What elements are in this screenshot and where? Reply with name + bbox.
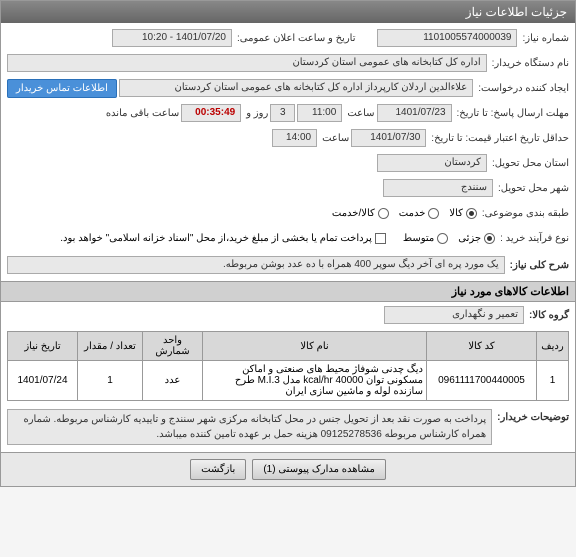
radio-dot-icon <box>428 208 439 219</box>
row-requester: ایجاد کننده درخواست: علاءالدین اردلان کا… <box>7 77 569 99</box>
row-province: استان محل تحویل: کردستان <box>7 152 569 174</box>
process-label: نوع فرآیند خرید : <box>500 233 569 244</box>
notes-text: پرداخت به صورت نقد بعد از تحویل جنس در م… <box>7 409 492 445</box>
row-process: نوع فرآیند خرید : جزئی متوسط پرداخت تمام… <box>7 227 569 249</box>
table-row[interactable]: 1 0961111700440005 دیگ چدنی شوفاژ محیط ه… <box>8 361 569 401</box>
contact-info-button[interactable]: اطلاعات تماس خریدار <box>7 79 117 98</box>
row-validity: حداقل تاریخ اعتبار قیمت: تا تاریخ: 1401/… <box>7 127 569 149</box>
cell-qty: 1 <box>78 361 143 401</box>
need-desc-text: یک مورد پره ای آخر دیگ سوپر 400 همراه با… <box>7 256 505 274</box>
row-notes: توضیحات خریدار: پرداخت به صورت نقد بعد ا… <box>1 405 575 449</box>
notes-label: توضیحات خریدار: <box>497 409 569 423</box>
radio-service[interactable]: خدمت <box>399 208 440 219</box>
header-title: جزئیات اطلاعات نیاز <box>466 5 567 19</box>
province-label: استان محل تحویل: <box>492 158 569 169</box>
row-category: طبقه بندی موضوعی: کالا خدمت کالا/خدمت <box>7 202 569 224</box>
radio-dot-icon <box>484 233 495 244</box>
panel-header: جزئیات اطلاعات نیاز <box>1 1 575 23</box>
items-subheader: اطلاعات کالاهای مورد نیاز <box>1 281 575 302</box>
col-unit: واحد شمارش <box>143 332 203 361</box>
col-qty: تعداد / مقدار <box>78 332 143 361</box>
row-need-desc: شرح کلی نیاز: یک مورد پره ای آخر دیگ سوپ… <box>1 256 575 278</box>
items-table: ردیف کد کالا نام کالا واحد شمارش تعداد /… <box>7 331 569 401</box>
radio-both[interactable]: کالا/خدمت <box>332 208 389 219</box>
details-section: شماره نیاز: 1101005574000039 تاریخ و ساع… <box>1 23 575 256</box>
city-label: شهر محل تحویل: <box>498 183 569 194</box>
cat-goods-label: کالا <box>449 208 463 219</box>
days-value: 3 <box>270 104 295 122</box>
buyer-value: اداره کل کتابخانه های عمومی استان کردستا… <box>7 54 487 72</box>
payment-note: پرداخت تمام یا بخشی از مبلغ خرید،از محل … <box>60 233 372 244</box>
main-panel: جزئیات اطلاعات نیاز شماره نیاز: 11010055… <box>0 0 576 487</box>
group-value: تعمیر و نگهداری <box>384 306 524 324</box>
radio-dot-icon <box>437 233 448 244</box>
radio-goods[interactable]: کالا <box>449 208 477 219</box>
validity-label: حداقل تاریخ اعتبار قیمت: تا تاریخ: <box>431 133 569 144</box>
category-radios: کالا خدمت کالا/خدمت <box>332 208 477 219</box>
process-radios: جزئی متوسط <box>403 233 495 244</box>
proc-partial-label: جزئی <box>458 233 481 244</box>
radio-dot-icon <box>378 208 389 219</box>
group-label: گروه کالا: <box>529 310 569 321</box>
cell-date: 1401/07/24 <box>8 361 78 401</box>
checkbox-icon <box>375 233 386 244</box>
deadline-label: مهلت ارسال پاسخ: تا تاریخ: <box>457 108 569 119</box>
footer-buttons: مشاهده مدارک پیوستی (1) بازگشت <box>1 452 575 486</box>
col-date: تاریخ نیاز <box>8 332 78 361</box>
col-index: ردیف <box>537 332 569 361</box>
city-value: سنندج <box>383 179 493 197</box>
cell-code: 0961111700440005 <box>427 361 537 401</box>
cell-name: دیگ چدنی شوفاژ محیط های صنعتی و اماکن مس… <box>203 361 427 401</box>
attachments-button[interactable]: مشاهده مدارک پیوستی (1) <box>252 459 386 480</box>
cat-service-label: خدمت <box>399 208 426 219</box>
row-group: گروه کالا: تعمیر و نگهداری <box>1 302 575 328</box>
row-city: شهر محل تحویل: سنندج <box>7 177 569 199</box>
table-wrapper: ردیف کد کالا نام کالا واحد شمارش تعداد /… <box>1 331 575 405</box>
time-label-1: ساعت <box>347 108 374 119</box>
radio-dot-icon <box>466 208 477 219</box>
payment-checkbox-item[interactable]: پرداخت تمام یا بخشی از مبلغ خرید،از محل … <box>60 233 386 244</box>
need-no-label: شماره نیاز: <box>522 33 569 44</box>
radio-partial[interactable]: جزئی <box>458 233 495 244</box>
remain-label: ساعت باقی مانده <box>106 108 179 119</box>
row-need-no: شماره نیاز: 1101005574000039 تاریخ و ساع… <box>7 27 569 49</box>
cell-index: 1 <box>537 361 569 401</box>
cat-both-label: کالا/خدمت <box>332 208 375 219</box>
announce-value: 1401/07/20 - 10:20 <box>112 29 232 47</box>
days-label: روز و <box>246 108 268 119</box>
radio-medium[interactable]: متوسط <box>403 233 448 244</box>
table-header-row: ردیف کد کالا نام کالا واحد شمارش تعداد /… <box>8 332 569 361</box>
deadline-date: 1401/07/23 <box>377 104 452 122</box>
row-buyer: نام دستگاه خریدار: اداره کل کتابخانه های… <box>7 52 569 74</box>
col-name: نام کالا <box>203 332 427 361</box>
announce-label: تاریخ و ساعت اعلان عمومی: <box>237 33 356 44</box>
requester-value: علاءالدین اردلان کارپرداز اداره کل کتابخ… <box>119 79 473 97</box>
validity-date: 1401/07/30 <box>351 129 426 147</box>
row-deadline: مهلت ارسال پاسخ: تا تاریخ: 1401/07/23 سا… <box>7 102 569 124</box>
validity-time: 14:00 <box>272 129 317 147</box>
deadline-time: 11:00 <box>297 104 342 122</box>
need-no-value: 1101005574000039 <box>377 29 517 47</box>
time-label-2: ساعت <box>322 133 349 144</box>
proc-medium-label: متوسط <box>403 233 434 244</box>
back-button[interactable]: بازگشت <box>190 459 246 480</box>
requester-label: ایجاد کننده درخواست: <box>478 83 569 94</box>
province-value: کردستان <box>377 154 487 172</box>
remaining-timer: 00:35:49 <box>181 104 241 122</box>
cell-unit: عدد <box>143 361 203 401</box>
buyer-label: نام دستگاه خریدار: <box>492 58 569 69</box>
need-desc-label: شرح کلی نیاز: <box>510 260 569 271</box>
col-code: کد کالا <box>427 332 537 361</box>
category-label: طبقه بندی موضوعی: <box>482 208 569 219</box>
